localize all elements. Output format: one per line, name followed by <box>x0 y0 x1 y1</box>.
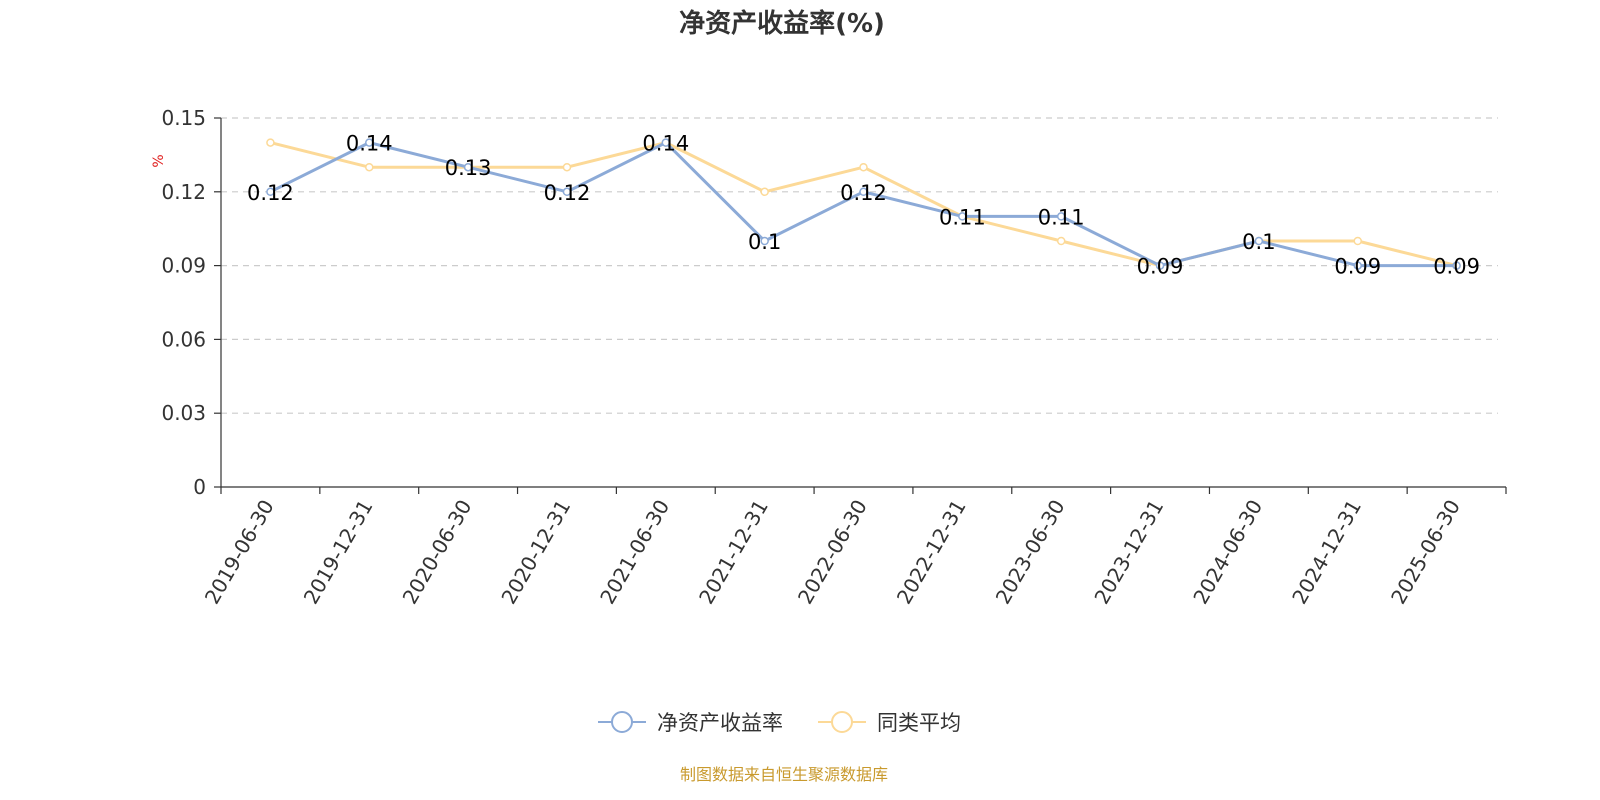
data-point[interactable] <box>1056 212 1066 221</box>
data-point[interactable] <box>365 162 374 172</box>
y-tick-label: 0.06 <box>161 327 206 351</box>
data-point[interactable] <box>463 162 473 172</box>
grid-lines <box>221 117 1498 414</box>
x-tick-label: 2019-06-30 <box>200 496 279 609</box>
x-tick-label: 2021-12-31 <box>694 496 773 609</box>
x-tick-label: 2023-06-30 <box>991 496 1070 609</box>
x-tick-label: 2020-06-30 <box>398 495 477 608</box>
y-axis-unit: % <box>151 154 167 167</box>
data-label: 0.1 <box>748 230 781 254</box>
x-axis-ticks: 2019-06-30 2019-12-31 2020-06-30 2020-12-31… <box>200 487 1507 609</box>
data-point[interactable] <box>266 187 275 197</box>
x-tick-label: 2023-12-31 <box>1089 496 1168 609</box>
y-tick-label: 0.03 <box>161 401 206 425</box>
data-point[interactable] <box>266 138 275 147</box>
data-point[interactable] <box>1155 261 1165 270</box>
data-point[interactable] <box>661 138 671 147</box>
x-tick-label: 2022-12-31 <box>892 496 971 609</box>
y-tick-label: 0.15 <box>161 106 206 130</box>
data-label: 0.12 <box>840 181 887 205</box>
legend-item-0[interactable]: 净资产收益率 <box>598 711 783 735</box>
chart-title: 净资产收益率(%) <box>679 8 885 39</box>
x-tick-label: 2021-06-30 <box>595 496 674 609</box>
data-label: 0.11 <box>939 205 986 229</box>
data-label: 0.12 <box>544 181 591 205</box>
y-tick-label: 0.12 <box>161 180 206 204</box>
data-point[interactable] <box>958 212 967 221</box>
axes <box>220 118 1506 488</box>
legend-label: 净资产收益率 <box>657 711 783 735</box>
x-tick-label: 2019-12-31 <box>299 496 378 609</box>
x-tick-label: 2024-06-30 <box>1188 496 1267 609</box>
x-tick-label: 2020-12-31 <box>496 496 575 609</box>
data-point[interactable] <box>365 138 374 147</box>
data-point[interactable] <box>1056 236 1066 246</box>
data-label: 0.09 <box>1433 255 1480 279</box>
data-source-note: 制图数据来自恒生聚源数据库 <box>680 765 888 784</box>
y-axis-ticks: 0 0.03 0.06 0.09 0.12 0.15 <box>161 106 221 499</box>
data-point[interactable] <box>760 187 769 197</box>
data-point[interactable] <box>562 162 572 172</box>
data-label: 0.1 <box>1242 230 1275 254</box>
x-tick-label: 2022-06-30 <box>793 496 872 609</box>
data-label: 0.14 <box>642 132 689 156</box>
data-point[interactable] <box>760 236 769 246</box>
data-label: 0.09 <box>1137 255 1184 279</box>
data-point[interactable] <box>859 187 868 197</box>
data-label: 0.09 <box>1334 255 1381 279</box>
data-labels: 0.12 0.14 0.13 0.12 0.14 0.1 0.12 0.11 0.11 0.09 0… <box>247 132 1480 279</box>
data-point[interactable] <box>562 187 572 197</box>
data-label: 0.11 <box>1038 205 1085 229</box>
legend-label: 同类平均 <box>877 711 961 735</box>
y-tick-label: 0 <box>193 475 206 499</box>
x-tick-label: 2024-12-31 <box>1287 496 1366 609</box>
legend-marker <box>611 711 633 733</box>
legend-item-1[interactable]: 同类平均 <box>818 711 961 735</box>
x-tick-label: 2025-06-30 <box>1386 496 1465 609</box>
series-layer <box>266 138 1461 270</box>
data-point[interactable] <box>1353 236 1362 246</box>
data-point[interactable] <box>1452 261 1461 270</box>
data-label: 0.13 <box>445 156 492 180</box>
data-point[interactable] <box>859 162 868 172</box>
data-label: 0.14 <box>346 132 393 156</box>
legend-marker <box>831 711 853 733</box>
data-point[interactable] <box>1254 236 1264 246</box>
legend[interactable]: 净资产收益率 同类平均 <box>598 711 961 735</box>
data-label: 0.12 <box>247 181 294 205</box>
data-point[interactable] <box>1353 261 1362 270</box>
y-tick-label: 0.09 <box>161 254 206 278</box>
